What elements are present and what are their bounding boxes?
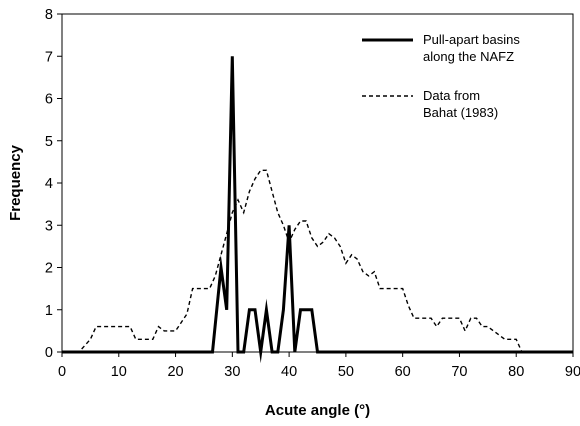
y-axis-title: Frequency: [7, 144, 24, 221]
x-tick-label: 60: [395, 364, 411, 380]
series-layer: [62, 56, 573, 364]
legend: Pull-apart basins along the NAFZ Data from…: [362, 32, 520, 120]
x-tick-label: 0: [58, 364, 66, 380]
legend-label: Bahat (1983): [423, 105, 498, 120]
y-tick-label: 8: [45, 7, 53, 23]
legend-label: along the NAFZ: [423, 49, 514, 64]
legend-label: Data from: [423, 88, 480, 103]
y-tick-label: 7: [45, 49, 53, 65]
plot-frame: [61, 13, 574, 353]
series-line-bahat-1983: [62, 169, 573, 353]
x-tick-label: 70: [451, 364, 467, 380]
y-tick-label: 0: [45, 345, 53, 361]
legend-label: Pull-apart basins: [423, 32, 520, 47]
x-tick-label: 10: [111, 364, 127, 380]
plot-area: [61, 13, 574, 353]
x-tick-label: 40: [281, 364, 297, 380]
y-tick-label: 4: [45, 176, 53, 192]
x-tick-label: 20: [167, 364, 183, 380]
x-axis-title: Acute angle (°): [265, 402, 370, 419]
x-tick-label: 80: [508, 364, 524, 380]
x-tick-label: 30: [224, 364, 240, 380]
series-line-pull-apart-basins: [62, 56, 573, 364]
y-tick-label: 2: [45, 261, 53, 277]
x-axis: 0 10 20 30 40 50 60 70 80 90: [58, 352, 580, 380]
y-tick-label: 3: [45, 218, 53, 234]
y-tick-label: 6: [45, 92, 53, 108]
x-tick-label: 90: [565, 364, 580, 380]
y-axis: 0 1 2 3 4 5 6 7 8: [45, 7, 62, 361]
x-tick-label: 50: [338, 364, 354, 380]
y-tick-label: 1: [45, 303, 53, 319]
y-tick-label: 5: [45, 134, 53, 150]
